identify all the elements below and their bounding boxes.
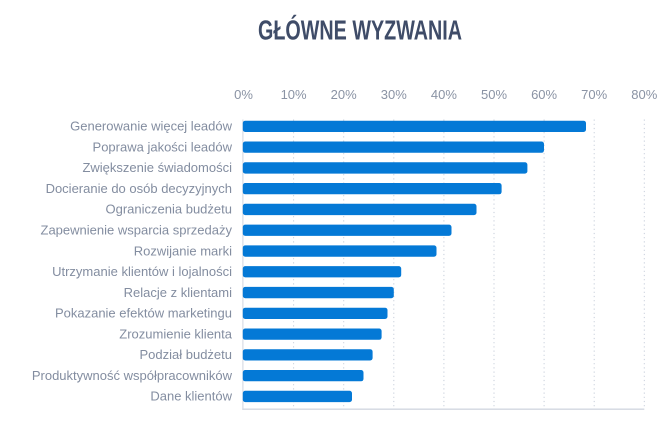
svg-text:Zwiększenie świadomości: Zwiększenie świadomości bbox=[82, 160, 232, 175]
svg-text:40%: 40% bbox=[431, 87, 457, 102]
svg-text:Rozwijanie marki: Rozwijanie marki bbox=[134, 243, 232, 258]
svg-text:Ograniczenia budżetu: Ograniczenia budżetu bbox=[106, 202, 232, 217]
svg-text:Pokazanie efektów marketingu: Pokazanie efektów marketingu bbox=[55, 306, 232, 321]
svg-text:Zapewnienie wsparcia sprzedaży: Zapewnienie wsparcia sprzedaży bbox=[41, 223, 233, 238]
svg-text:GŁÓWNE WYZWANIA: GŁÓWNE WYZWANIA bbox=[258, 15, 462, 46]
svg-text:50%: 50% bbox=[481, 87, 507, 102]
svg-text:Utrzymanie klientów i lojalnoś: Utrzymanie klientów i lojalności bbox=[52, 264, 232, 279]
svg-text:0%: 0% bbox=[234, 87, 253, 102]
svg-text:Zrozumienie klienta: Zrozumienie klienta bbox=[119, 326, 232, 341]
svg-text:Poprawa jakości leadów: Poprawa jakości leadów bbox=[93, 139, 233, 154]
svg-text:Produktywność współpracowników: Produktywność współpracowników bbox=[32, 368, 233, 383]
svg-text:Docieranie do osób decyzyjnych: Docieranie do osób decyzyjnych bbox=[46, 181, 232, 196]
svg-text:Relacje z klientami: Relacje z klientami bbox=[124, 285, 232, 300]
svg-text:60%: 60% bbox=[531, 87, 557, 102]
svg-text:80%: 80% bbox=[631, 87, 657, 102]
svg-text:Dane klientów: Dane klientów bbox=[150, 389, 232, 404]
svg-text:20%: 20% bbox=[331, 87, 357, 102]
svg-text:70%: 70% bbox=[581, 87, 607, 102]
svg-text:10%: 10% bbox=[281, 87, 307, 102]
svg-text:Generowanie więcej leadów: Generowanie więcej leadów bbox=[70, 119, 232, 134]
svg-text:Podział budżetu: Podział budżetu bbox=[139, 347, 232, 362]
svg-text:30%: 30% bbox=[381, 87, 407, 102]
